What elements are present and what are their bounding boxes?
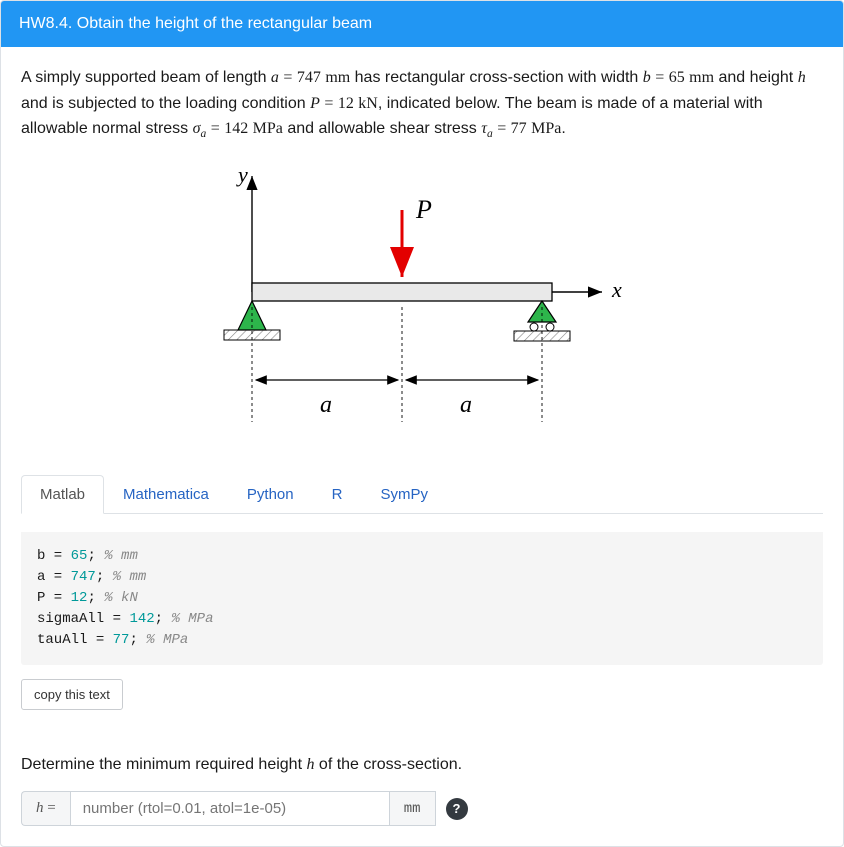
card-body: A simply supported beam of length a = 74… <box>1 47 843 846</box>
val-tau: 77 <box>511 120 527 137</box>
tab-matlab[interactable]: Matlab <box>21 475 104 514</box>
tab-mathematica[interactable]: Mathematica <box>104 475 228 514</box>
answer-label: h = <box>21 791 70 826</box>
dim-a-left: a <box>320 392 332 418</box>
unit-tau: MPa <box>531 120 561 137</box>
question-card: HW8.4. Obtain the height of the rectangu… <box>0 0 844 847</box>
card-title: HW8.4. Obtain the height of the rectangu… <box>19 15 372 32</box>
answer-prompt: Determine the minimum required height h … <box>21 752 823 778</box>
load-label: P <box>415 195 432 224</box>
problem-statement: A simply supported beam of length a = 74… <box>21 65 823 144</box>
x-axis-label: x <box>611 277 622 302</box>
card-header: HW8.4. Obtain the height of the rectangu… <box>1 1 843 47</box>
code-block: b = 65; % mm a = 747; % mm P = 12; % kN … <box>21 532 823 665</box>
tab-python[interactable]: Python <box>228 475 313 514</box>
val-P: 12 <box>338 95 354 112</box>
unit-sigma: MPa <box>253 120 283 137</box>
unit-P: kN <box>358 95 378 112</box>
beam-svg: y x P <box>202 162 642 442</box>
y-axis-label: y <box>236 162 248 187</box>
dim-a-right: a <box>460 392 472 418</box>
beam-diagram: y x P <box>21 162 823 442</box>
copy-button[interactable]: copy this text <box>21 679 123 710</box>
help-icon[interactable]: ? <box>446 798 468 820</box>
tab-r[interactable]: R <box>313 475 362 514</box>
unit-b: mm <box>689 69 714 86</box>
val-b: 65 <box>669 69 685 86</box>
answer-row: h = mm ? <box>21 791 823 826</box>
code-tabs-region: Matlab Mathematica Python R SymPy b = 65… <box>21 474 823 710</box>
tabs: Matlab Mathematica Python R SymPy <box>21 474 823 514</box>
val-sigma: 142 <box>224 120 248 137</box>
val-a: 747 <box>297 69 321 86</box>
tab-sympy[interactable]: SymPy <box>361 475 447 514</box>
answer-unit: mm <box>390 791 436 826</box>
unit-a: mm <box>325 69 350 86</box>
answer-input[interactable] <box>70 791 390 826</box>
